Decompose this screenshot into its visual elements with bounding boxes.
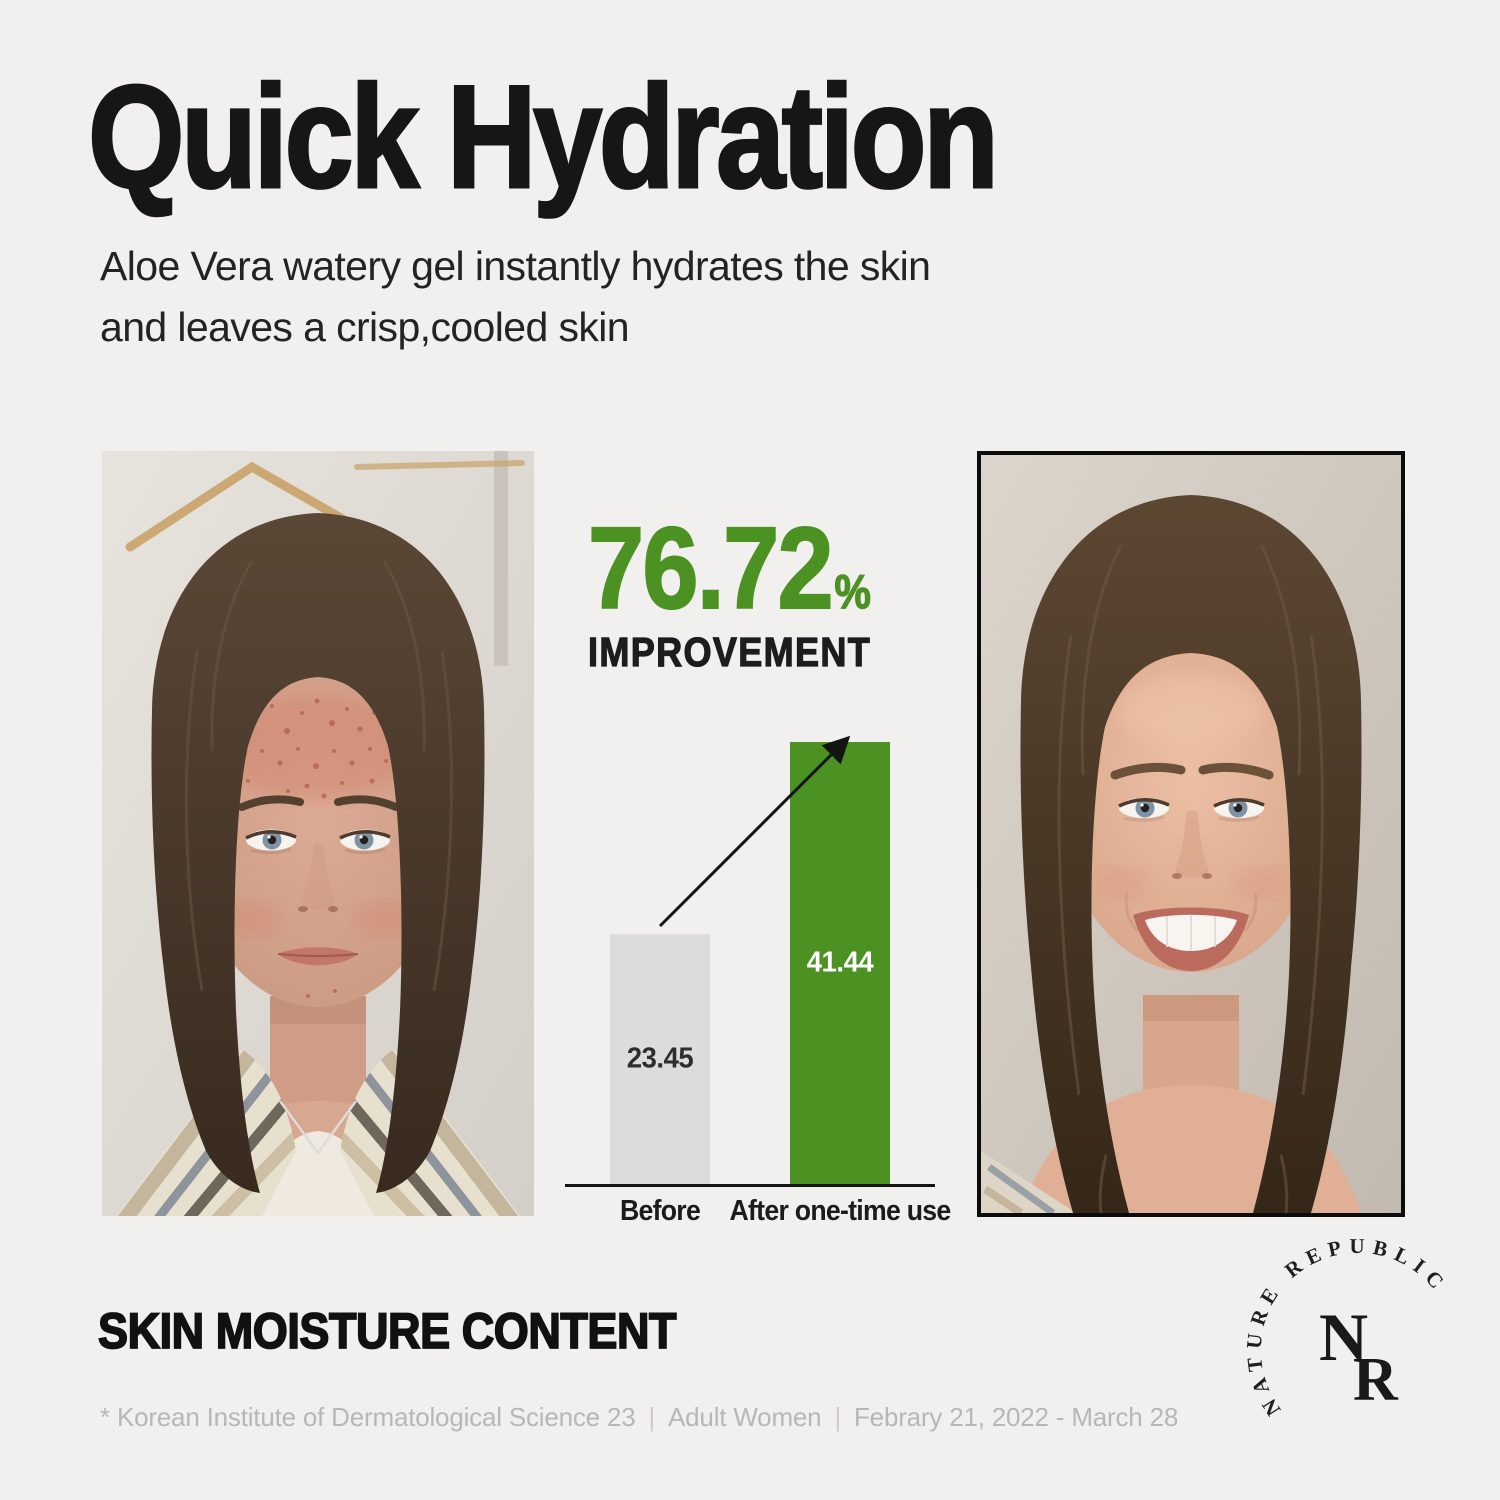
subtitle-line-2: and leaves a crisp,cooled skin (100, 304, 630, 350)
improvement-stat: 76.72% IMPROVEMENT (587, 509, 913, 676)
wooden-hanger (125, 460, 525, 552)
blemish-dots (230, 698, 404, 998)
footnote-source: * Korean Institute of Dermatological Sci… (100, 1402, 636, 1432)
bar-after: 41.44 (790, 742, 890, 1184)
eyebrows (238, 795, 400, 811)
bar-value-after: 41.44 (806, 946, 874, 979)
footnote: * Korean Institute of Dermatological Sci… (100, 1402, 1178, 1433)
forehead-redness (218, 695, 414, 799)
category-label-after: After one-time use (729, 1195, 952, 1227)
neck-shadow-after (1143, 995, 1239, 1021)
footnote-period: Febrary 21, 2022 - March 28 (854, 1402, 1179, 1432)
necklace (278, 1100, 358, 1156)
door-edge (494, 451, 508, 666)
improvement-label: IMPROVEMENT (587, 628, 872, 675)
improvement-value: 76.72 (587, 503, 834, 633)
left-eye-after (1118, 798, 1170, 822)
percent-sign: % (834, 565, 872, 618)
increase-arrow (658, 735, 851, 928)
logo-monogram-n: N (1319, 1299, 1368, 1375)
footnote-separator-1: | (648, 1402, 656, 1432)
improvement-value-row: 76.72% (587, 509, 872, 627)
moisture-bar-chart: 23.45 41.44 Before After one-time use (565, 698, 951, 1243)
nature-republic-logo: NATURE REPUBLIC N R (1243, 1238, 1473, 1468)
logo-svg: NATURE REPUBLIC N R (1243, 1238, 1447, 1420)
before-photo-illustration (102, 451, 534, 1216)
bar-before: 23.45 (610, 934, 710, 1184)
hair-strands-after (1057, 544, 1324, 1213)
subtitle: Aloe Vera watery gel instantly hydrates … (100, 236, 931, 358)
left-eye (245, 829, 297, 855)
nose-after (1172, 811, 1212, 879)
bar-value-before: 23.45 (626, 1042, 694, 1075)
eyebrows-after (1110, 762, 1274, 780)
forehead-glow (1119, 677, 1263, 745)
section-title: SKIN MOISTURE CONTENT (97, 1303, 677, 1359)
hair-after (1020, 495, 1362, 1213)
after-photo-illustration (981, 455, 1401, 1213)
category-label-before: Before (619, 1195, 701, 1227)
right-eye (339, 829, 391, 855)
after-photo (977, 451, 1405, 1217)
smiling-mouth (1124, 892, 1258, 971)
before-photo (102, 451, 534, 1216)
cheek-redness-left (222, 901, 282, 937)
blush-left (1093, 867, 1149, 899)
footnote-separator-2: | (834, 1402, 841, 1432)
right-eye-after (1213, 798, 1265, 822)
chart-baseline (565, 1184, 935, 1187)
hair-strands (184, 560, 453, 992)
clothing-corner (981, 1151, 1076, 1213)
subtitle-line-1: Aloe Vera watery gel instantly hydrates … (100, 243, 931, 289)
hair (151, 513, 485, 1193)
nose (298, 843, 338, 912)
logo-monogram-r: R (1353, 1346, 1399, 1414)
cheek-redness-right (354, 901, 414, 937)
lips (277, 947, 359, 966)
footnote-population: Adult Women (668, 1402, 822, 1432)
page-title: Quick Hydration (87, 55, 1000, 218)
blush-right (1233, 867, 1289, 899)
